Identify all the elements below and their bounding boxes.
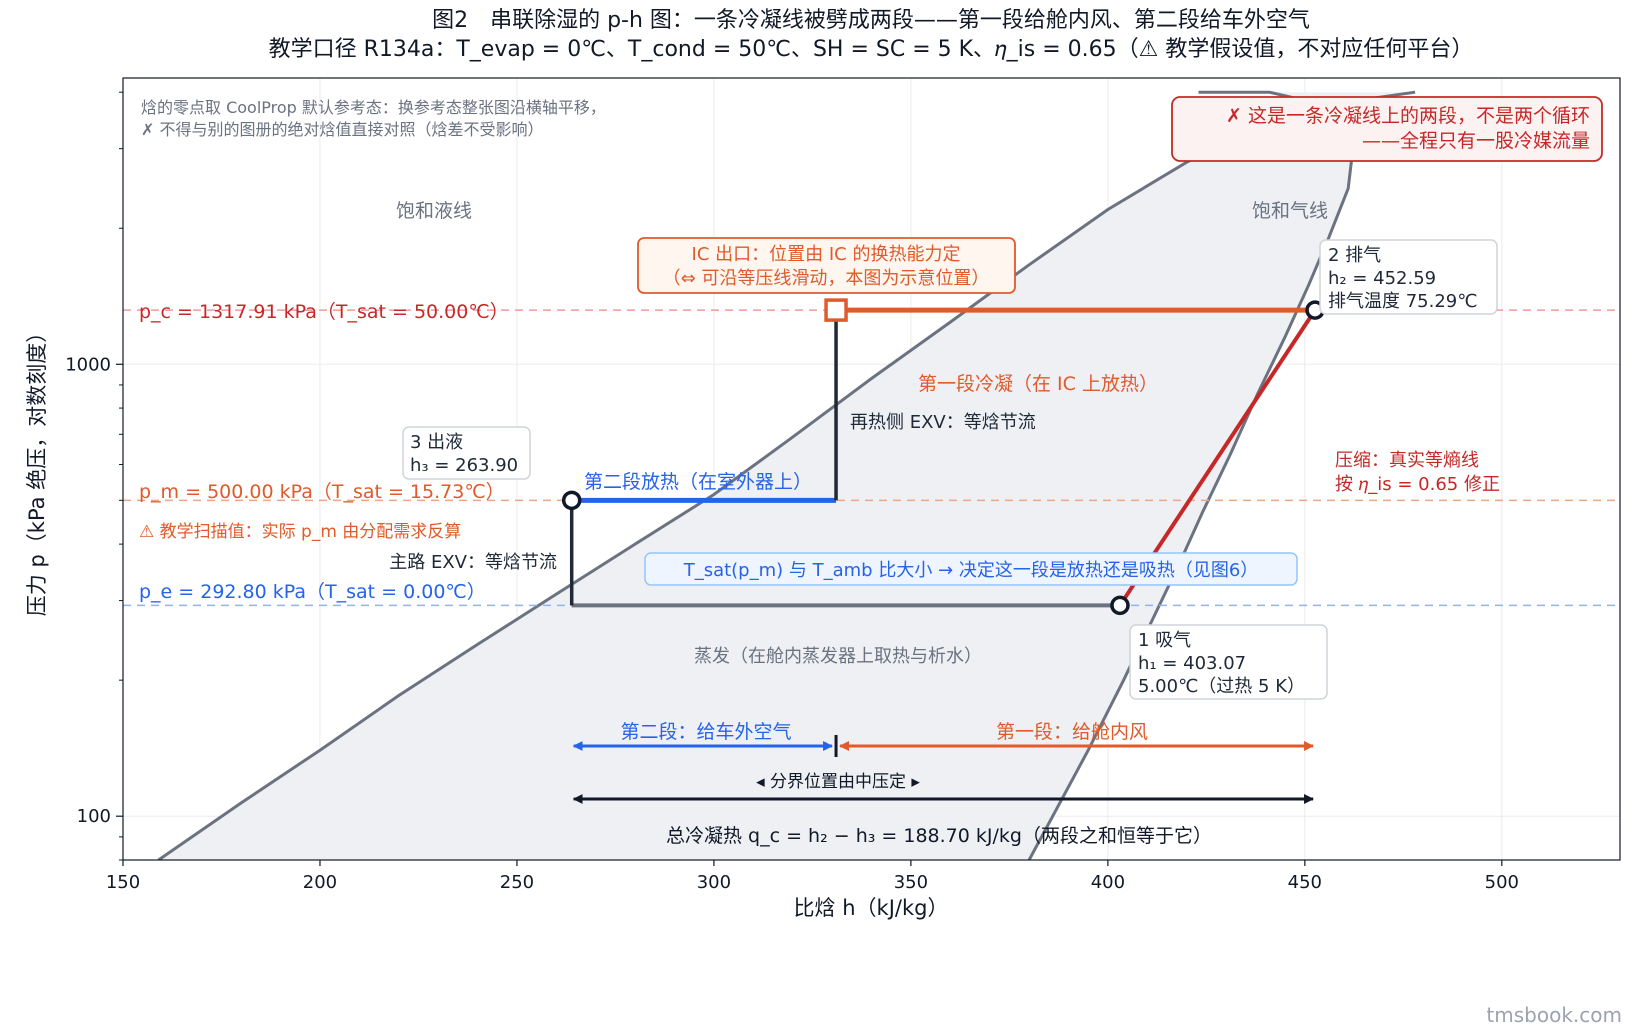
- y-tick-label: 100: [77, 806, 111, 827]
- ic-outlet-marker: [824, 298, 848, 322]
- saturated-vapor-label: 饱和气线: [1252, 200, 1328, 222]
- tsat-comparison-box: [644, 552, 1298, 586]
- ic-outlet-box-line2: （⇔ 可沿等压线滑动，本图为示意位置）: [663, 268, 990, 289]
- x-tick-label: 300: [697, 872, 731, 893]
- stage2-bracket-label: 第二段：给车外空气: [620, 721, 791, 743]
- warning-box: [1171, 96, 1603, 162]
- reference-note-line1: 焓的零点取 CoolProp 默认参考态：换参考态整张图沿横轴平移，: [141, 98, 606, 117]
- state-point-2-box: [1319, 239, 1498, 315]
- state-point-2-line1: 2 排气: [1328, 245, 1381, 266]
- stage2-reject-label: 第二段放热（在室外器上）: [584, 471, 812, 493]
- state-point-1-line1: 1 吸气: [1138, 630, 1191, 651]
- pc-label: p_c = 1317.91 kPa（T_sat = 50.00℃）: [139, 301, 509, 323]
- ic-outlet-box: [637, 237, 1016, 294]
- x-tick-label: 200: [303, 872, 337, 893]
- saturated-liquid-label: 饱和液线: [396, 200, 472, 222]
- watermark: tmsbook.com: [1486, 1003, 1622, 1027]
- pe-label: p_e = 292.80 kPa（T_sat = 0.00℃）: [139, 581, 486, 603]
- x-tick-label: 250: [500, 872, 534, 893]
- plot-frame: [122, 77, 1621, 861]
- warning-box-line1: ✗ 这是一条冷凝线上的两段，不是两个循环: [1226, 105, 1590, 127]
- stage1-bracket-label: 第一段：给舱内风: [996, 721, 1148, 743]
- state-point-1-line3: 5.00℃（过热 5 K）: [1138, 676, 1305, 697]
- x-tick-label: 150: [106, 872, 140, 893]
- chart-title: 图2 串联除湿的 p-h 图：一条冷凝线被劈成两段——第一段给舱内风、第二段给车…: [432, 8, 1310, 33]
- state-point-2-line2: h₂ = 452.59: [1328, 268, 1436, 289]
- chart-subtitle: 教学口径 R134a：T_evap = 0℃、T_cond = 50℃、SH =…: [269, 37, 1474, 62]
- pm-note: ⚠ 教学扫描值：实际 p_m 由分配需求反算: [139, 522, 461, 542]
- compression-label-line2: 按 𝜂_is = 0.65 修正: [1335, 474, 1500, 495]
- total-condense-label: 总冷凝热 q_c = h₂ − h₃ = 188.70 kJ/kg（两段之和恒等…: [666, 825, 1212, 847]
- state-point-3: [561, 490, 582, 511]
- stage1-condense-label: 第一段冷凝（在 IC 上放热）: [918, 373, 1158, 395]
- saturation-dome-fill: [158, 92, 1416, 860]
- warning-box-line2: ——全程只有一股冷媒流量: [1362, 130, 1590, 152]
- x-axis-label: 比焓 h（kJ/kg）: [794, 896, 949, 920]
- x-tick-label: 500: [1485, 872, 1519, 893]
- state-point-1-line2: h₁ = 403.07: [1138, 653, 1246, 674]
- state-point-1: [1110, 595, 1130, 616]
- state-point-3-line2: h₃ = 263.90: [410, 455, 518, 476]
- state-point-2-line3: 排气温度 75.29℃: [1328, 291, 1477, 312]
- main-exv-label: 主路 EXV：等焓节流: [389, 552, 557, 573]
- state-point-3-box: [402, 426, 531, 480]
- split-label: ◂ 分界位置由中压定 ▸: [756, 772, 920, 792]
- ic-outlet-box-line1: IC 出口：位置由 IC 的换热能力定: [692, 244, 961, 265]
- pm-label: p_m = 500.00 kPa（T_sat = 15.73℃）: [139, 481, 505, 503]
- y-axis-label: 压力 p（kPa 绝压，对数刻度）: [25, 322, 49, 616]
- y-tick-label: 1000: [65, 354, 111, 375]
- evaporation-label: 蒸发（在舱内蒸发器上取热与析水）: [694, 646, 982, 667]
- reference-note-line2: ✗ 不得与别的图册的绝对焓值直接对照（焓差不受影响）: [141, 120, 544, 139]
- state-point-3-line1: 3 出液: [410, 432, 463, 453]
- x-tick-label: 350: [894, 872, 928, 893]
- x-tick-label: 450: [1288, 872, 1322, 893]
- reheat-exv-label: 再热侧 EXV：等焓节流: [850, 412, 1036, 433]
- compression-label-line1: 压缩：真实等熵线: [1335, 450, 1479, 471]
- tsat-comparison-text: T_sat(p_m) 与 T_amb 比大小 → 决定这一段是放热还是吸热（见图…: [683, 560, 1259, 581]
- x-tick-label: 400: [1091, 872, 1125, 893]
- state-point-1-box: [1129, 624, 1328, 700]
